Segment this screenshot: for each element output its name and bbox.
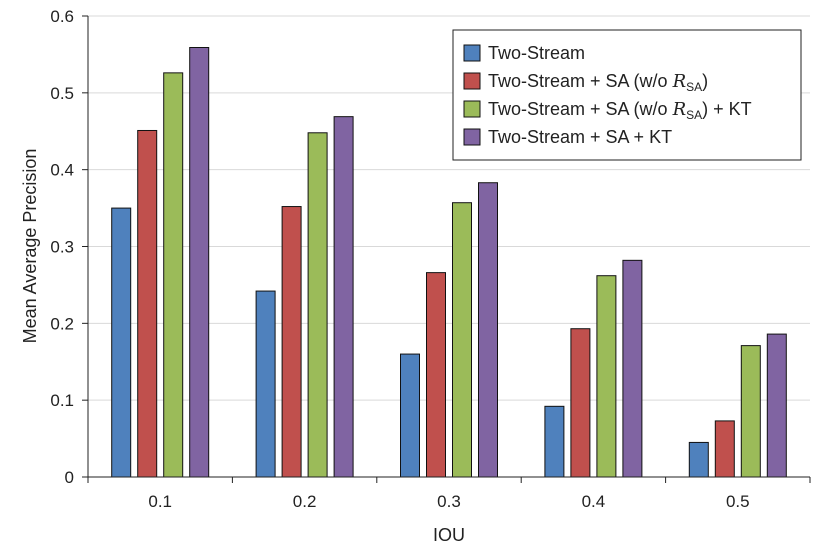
y-tick-label: 0 [65,468,74,487]
legend-swatch [463,100,481,118]
bar [622,259,643,478]
bar [333,116,354,478]
bar [255,290,276,478]
y-tick-label: 0.2 [50,314,74,333]
bar [111,207,132,478]
x-axis-title: IOU [433,525,465,545]
bar [740,345,761,478]
bar [544,405,565,478]
bar [570,328,591,478]
x-tick-label: 0.5 [726,492,750,511]
x-tick-label: 0.2 [293,492,317,511]
legend-swatch [463,72,481,90]
bars [111,47,787,478]
bar [478,182,498,478]
legend: Two-Stream Two-Stream + SA (w/o RSA) Two-S… [452,29,802,161]
legend-label: Two-Stream + SA (w/o RSA) + KT [488,99,752,122]
y-tick-labels: 0 0.1 0.2 0.3 0.4 0.5 0.6 [50,7,88,487]
bar [281,206,302,478]
x-tick-label: 0.1 [148,492,172,511]
bar [426,272,446,478]
y-tick-label: 0.1 [50,391,74,410]
bar [688,441,709,478]
x-tick-labels: 0.1 0.2 0.3 0.4 0.5 [87,477,811,511]
bar [596,275,617,478]
bar [189,47,210,478]
y-tick-label: 0.3 [50,238,74,257]
x-tick-label: 0.4 [582,492,606,511]
bar [307,132,328,478]
legend-box [452,29,802,161]
bar [163,72,184,478]
y-tick-label: 0.4 [50,161,74,180]
legend-swatch [463,128,481,146]
y-tick-label: 0.6 [50,7,74,26]
legend-label: Two-Stream + SA + KT [488,127,672,147]
bar [400,353,420,478]
bar [452,202,472,478]
y-tick-label: 0.5 [50,84,74,103]
legend-label: Two-Stream + SA (w/o RSA) [488,71,708,94]
bar [714,420,735,478]
legend-label: Two-Stream [488,43,585,63]
y-axis-title: Mean Average Precision [20,149,40,344]
bar [766,333,787,478]
x-tick-label: 0.3 [437,492,461,511]
legend-swatch [463,44,481,62]
bar [137,129,158,478]
